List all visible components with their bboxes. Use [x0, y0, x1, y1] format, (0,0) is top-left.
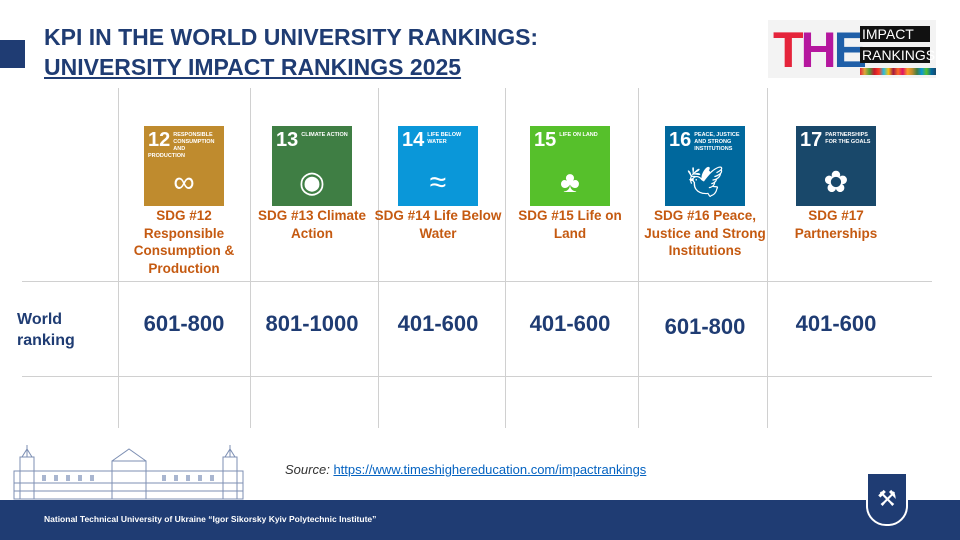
divider	[118, 88, 119, 428]
sdg-label: SDG #14 Life Below Water	[374, 208, 502, 241]
sdg-ranking-value: 601-800	[143, 311, 225, 336]
sdg-ranking-value: 601-800	[664, 314, 746, 339]
university-building-illustration	[12, 443, 245, 500]
sdg-label: SDG #15 Life on Land	[518, 208, 622, 241]
sdg-icon-number: 12	[148, 129, 171, 151]
kpi-emblem-icon: ⚒	[866, 472, 908, 526]
logo-rankings: RANKINGS	[860, 47, 936, 63]
logo-color-bar	[860, 68, 936, 75]
divider	[22, 281, 932, 282]
sdg-icon-number: 16	[669, 129, 692, 151]
sdg-14-icon: 14 LIFE BELOW WATER ≈	[398, 126, 478, 206]
source-note: Source: https://www.timeshighereducation…	[285, 462, 646, 477]
sdg-label: SDG #16 Peace, Justice and Strong Instit…	[644, 208, 766, 258]
source-link[interactable]: https://www.timeshighereducation.com/imp…	[333, 462, 647, 477]
sdg-glyph-icon: ≈	[429, 166, 447, 199]
logo-the: THE	[773, 22, 867, 78]
row-label-world-ranking: World ranking	[17, 311, 75, 349]
sdg-icon-title: LIFE BELOW WATER	[427, 132, 462, 145]
page-title: KPI IN THE WORLD UNIVERSITY RANKINGS: UN…	[44, 22, 538, 82]
sdg-icon-number: 15	[534, 129, 557, 151]
source-prefix: Source:	[285, 462, 330, 477]
sdg-icon-title: LIFE ON LAND	[559, 132, 598, 138]
sdg-13-icon: 13 CLIMATE ACTION ◉	[272, 126, 352, 206]
footer-institution-name: National Technical University of Ukraine…	[44, 514, 377, 524]
sdg-glyph-icon: ♣	[560, 166, 580, 199]
sdg-label: SDG #12 Responsible Consumption & Produc…	[133, 208, 235, 276]
sdg-icon-number: 14	[402, 129, 425, 151]
sdg-icon-number: 13	[276, 129, 299, 151]
sdg-icon-title: PARTNERSHIPS FOR THE GOALS	[825, 132, 871, 145]
sdg-ranking-value: 401-600	[397, 311, 479, 336]
footer-bar	[0, 500, 960, 540]
title-accent-bar	[0, 40, 25, 68]
sdg-ranking-value: 401-600	[795, 311, 877, 336]
sdg-glyph-icon: ✿	[823, 166, 849, 199]
sdg-15-icon: 15 LIFE ON LAND ♣	[530, 126, 610, 206]
divider	[378, 88, 379, 428]
sdg-17-icon: 17 PARTNERSHIPS FOR THE GOALS ✿	[796, 126, 876, 206]
sdg-glyph-icon: 🕊	[685, 166, 725, 199]
sdg-label: SDG #13 Climate Action	[257, 208, 367, 241]
logo-impact: IMPACT	[860, 26, 930, 42]
divider	[505, 88, 506, 428]
sdg-icon-title: PEACE, JUSTICE AND STRONG INSTITUTIONS	[694, 132, 740, 152]
sdg-icon-number: 17	[800, 129, 823, 151]
title-line-1: KPI IN THE WORLD UNIVERSITY RANKINGS:	[44, 24, 539, 50]
divider	[638, 88, 639, 428]
sdg-glyph-icon: ◉	[298, 166, 326, 199]
sdg-glyph-icon: ∞	[173, 166, 195, 199]
sdg-label: SDG #17 Partnerships	[794, 208, 878, 241]
divider	[22, 376, 932, 377]
sdg-icon-title: CLIMATE ACTION	[301, 132, 348, 138]
sdg-12-icon: 12 RESPONSIBLE CONSUMPTION AND PRODUCTIO…	[144, 126, 224, 206]
sdg-icon-title: RESPONSIBLE CONSUMPTION AND PRODUCTION	[148, 132, 215, 159]
the-impact-rankings-logo: THE IMPACT RANKINGS	[768, 20, 936, 78]
divider	[250, 88, 251, 428]
divider	[767, 88, 768, 428]
sdg-16-icon: 16 PEACE, JUSTICE AND STRONG INSTITUTION…	[665, 126, 745, 206]
sdg-ranking-value: 801-1000	[265, 311, 359, 336]
sdg-ranking-value: 401-600	[529, 311, 611, 336]
title-line-2: UNIVERSITY IMPACT RANKINGS 2025	[44, 54, 462, 80]
